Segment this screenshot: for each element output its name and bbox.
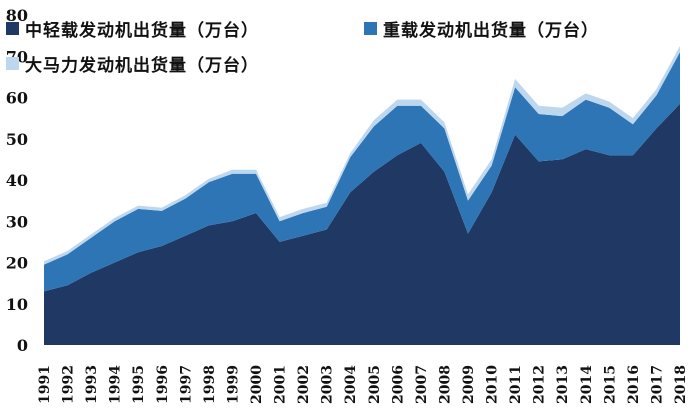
y-tick-label: 20 — [6, 254, 28, 273]
legend-label-heavy-load: 重载发动机出货量（万台） — [383, 21, 599, 41]
y-tick-label: 10 — [6, 295, 28, 314]
x-tick-label: 1999 — [225, 365, 241, 404]
x-tick-label: 2017 — [649, 365, 665, 404]
x-tick-label: 1998 — [202, 365, 218, 404]
x-tick-label: 2007 — [414, 365, 430, 404]
x-tick-label: 2018 — [673, 365, 689, 404]
x-tick-label: 1991 — [37, 365, 53, 404]
x-tick-label: 2001 — [273, 365, 289, 404]
x-tick-label: 1993 — [84, 365, 100, 404]
x-tick-label: 1994 — [108, 365, 124, 404]
y-tick-label: 80 — [6, 6, 28, 25]
legend-item-light-load: 中轻载发动机出货量（万台） — [6, 16, 259, 41]
x-axis-ticks: 1991 1992 1993 1994 1995 1996 1997 1998 1999 2000… — [37, 365, 689, 404]
legend-item-high-power: 大马力发动机出货量（万台） — [6, 51, 259, 76]
area-series-group — [44, 45, 680, 345]
legend-swatch-heavy-load — [364, 22, 377, 35]
legend-label-light-load: 中轻载发动机出货量（万台） — [25, 21, 259, 41]
x-tick-label: 1992 — [61, 365, 77, 404]
y-tick-label: 40 — [6, 171, 28, 190]
legend-item-heavy-load: 重载发动机出货量（万台） — [364, 16, 599, 41]
x-tick-label: 2005 — [367, 365, 383, 404]
x-tick-label: 2009 — [461, 365, 477, 404]
x-tick-label: 2015 — [602, 365, 618, 404]
area-heavy-load — [44, 52, 680, 292]
legend-swatch-high-power — [6, 57, 19, 70]
area-light-load — [44, 103, 680, 345]
y-tick-label: 0 — [17, 336, 28, 355]
x-tick-label: 2006 — [390, 365, 406, 404]
x-tick-label: 2013 — [555, 365, 571, 404]
x-tick-label: 2003 — [320, 365, 336, 404]
x-tick-label: 2008 — [437, 365, 453, 404]
y-tick-label: 50 — [6, 130, 28, 149]
x-tick-label: 1997 — [178, 365, 194, 404]
x-tick-label: 2002 — [296, 365, 312, 404]
legend-label-high-power: 大马力发动机出货量（万台） — [25, 56, 259, 76]
x-tick-label: 1995 — [131, 365, 147, 404]
x-tick-label: 2012 — [532, 365, 548, 404]
y-tick-label: 60 — [6, 89, 28, 108]
y-tick-label: 30 — [6, 212, 28, 231]
x-tick-label: 2016 — [626, 365, 642, 404]
x-tick-label: 1996 — [155, 365, 171, 404]
x-tick-label: 2011 — [508, 365, 524, 404]
x-tick-label: 2014 — [579, 365, 595, 404]
x-tick-label: 2004 — [343, 365, 359, 404]
x-tick-label: 2000 — [249, 365, 265, 404]
legend-swatch-light-load — [6, 22, 19, 35]
x-tick-label: 2010 — [485, 365, 501, 404]
